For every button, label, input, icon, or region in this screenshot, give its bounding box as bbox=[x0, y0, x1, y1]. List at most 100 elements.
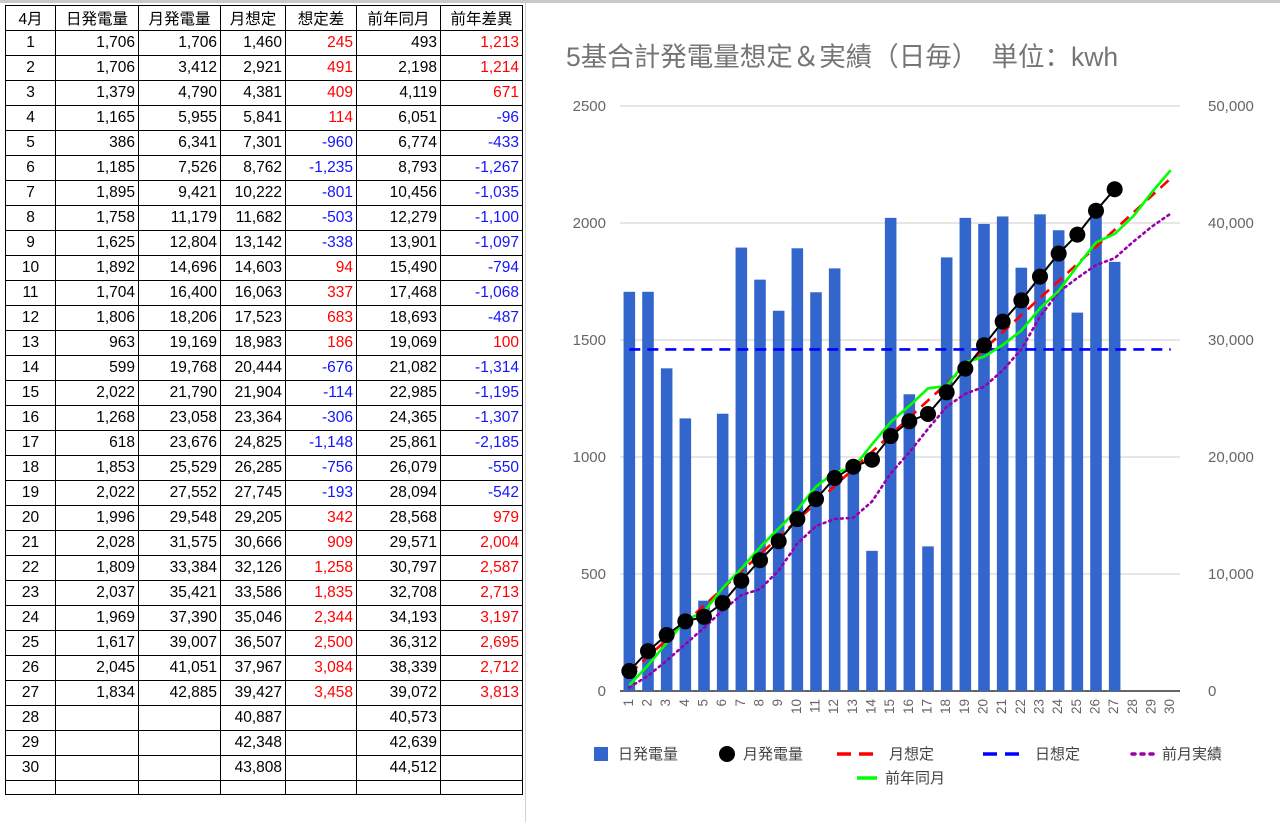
table-cell: 7,526 bbox=[138, 155, 221, 181]
table-cell: 342 bbox=[285, 505, 357, 531]
table-row bbox=[5, 780, 523, 795]
table-row: 1 1,706 1,706 1,460 245 493 1,213 bbox=[5, 30, 523, 56]
x-tick-label: 1 bbox=[621, 699, 636, 707]
table-cell: 3,813 bbox=[440, 680, 523, 706]
chart-title: 5基合計発電量想定＆実績（日毎） 単位：kwh bbox=[566, 42, 1118, 72]
table-cell: -676 bbox=[285, 355, 357, 381]
table-cell: 6,774 bbox=[356, 130, 441, 156]
bar bbox=[866, 550, 878, 691]
table-cell: 1,706 bbox=[138, 30, 221, 56]
table-cell: 2,344 bbox=[285, 605, 357, 631]
point bbox=[1013, 292, 1030, 309]
table-cell: 42,639 bbox=[356, 730, 441, 756]
table-cell: 28 bbox=[5, 705, 56, 731]
table-cell: -503 bbox=[285, 205, 357, 231]
table-cell: 5,955 bbox=[138, 105, 221, 131]
table-cell: 963 bbox=[55, 330, 139, 356]
point bbox=[1088, 202, 1104, 219]
table-cell: 29,571 bbox=[356, 530, 441, 556]
table-cell: 1,853 bbox=[55, 455, 139, 481]
table-cell: 21,904 bbox=[220, 380, 286, 406]
table-cell: 10,222 bbox=[220, 180, 286, 206]
table-row: 22 1,809 33,384 32,126 1,258 30,797 2,587 bbox=[5, 555, 523, 581]
left-tick-label: 1500 bbox=[573, 332, 606, 349]
table-cell: 37,390 bbox=[138, 605, 221, 631]
table-cell: 25 bbox=[5, 630, 56, 656]
x-tick-label: 8 bbox=[752, 699, 767, 707]
table-row: 2 1,706 3,412 2,921 491 2,198 1,214 bbox=[5, 55, 523, 81]
table-cell: -96 bbox=[440, 105, 523, 131]
point bbox=[938, 384, 955, 401]
table-cell: 1,460 bbox=[220, 30, 286, 56]
table-cell: 11 bbox=[5, 280, 56, 306]
header-cell: 想定差 bbox=[285, 5, 357, 31]
x-tick-label: 29 bbox=[1144, 699, 1159, 714]
table-cell: 39,072 bbox=[356, 680, 441, 706]
table-cell: 19 bbox=[5, 480, 56, 506]
table-cell bbox=[55, 730, 139, 756]
header-cell: 4月 bbox=[5, 5, 56, 31]
table-cell: -1,097 bbox=[440, 230, 523, 256]
x-tick-label: 19 bbox=[957, 699, 972, 714]
point bbox=[957, 360, 974, 377]
bar bbox=[1090, 212, 1102, 691]
table-row: 6 1,185 7,526 8,762 -1,235 8,793 -1,267 bbox=[5, 155, 523, 181]
table-cell: 6 bbox=[5, 155, 56, 181]
table-cell: 19,768 bbox=[138, 355, 221, 381]
table-cell: -1,100 bbox=[440, 205, 523, 231]
table-cell: 4,119 bbox=[356, 80, 441, 106]
bar bbox=[959, 217, 972, 692]
table-cell: 909 bbox=[285, 530, 357, 556]
x-tick-label: 25 bbox=[1069, 699, 1084, 714]
table-cell: 31,575 bbox=[138, 530, 221, 556]
chart: 5基合計発電量想定＆実績（日毎） 単位：kwh 0500100015002000… bbox=[566, 42, 1254, 787]
top-border bbox=[0, 0, 1280, 3]
table-cell: -756 bbox=[285, 455, 357, 481]
table-cell: 2,695 bbox=[440, 630, 523, 656]
table-row: 4 1,165 5,955 5,841 114 6,051 -96 bbox=[5, 105, 523, 131]
point bbox=[658, 626, 675, 643]
table-row: 28 40,887 40,573 bbox=[5, 705, 523, 731]
table-cell: -433 bbox=[440, 130, 523, 156]
table-cell: 29,548 bbox=[138, 505, 221, 531]
table-cell: 30 bbox=[5, 755, 56, 781]
bar bbox=[1108, 261, 1121, 691]
table-row: 27 1,834 42,885 39,427 3,458 39,072 3,813 bbox=[5, 680, 523, 706]
x-tick-label: 23 bbox=[1032, 699, 1047, 714]
point bbox=[789, 511, 806, 528]
table-cell: 245 bbox=[285, 30, 357, 56]
point bbox=[864, 451, 880, 468]
table-cell: 12,804 bbox=[138, 230, 221, 256]
table-cell: 8 bbox=[5, 205, 56, 231]
x-tick-label: 27 bbox=[1106, 699, 1121, 714]
table-cell: 6,051 bbox=[356, 105, 441, 131]
right-axis: 0 10,000 20,000 30,000 40,000 50,000 bbox=[1208, 98, 1254, 700]
bar bbox=[772, 310, 785, 691]
table-cell: 337 bbox=[285, 280, 357, 306]
dotted-line bbox=[628, 212, 1172, 689]
table-cell: 24 bbox=[5, 605, 56, 631]
table-cell bbox=[440, 755, 523, 781]
left-tick-label: 500 bbox=[581, 566, 606, 583]
table-cell: 30,666 bbox=[220, 530, 286, 556]
bar bbox=[679, 418, 692, 691]
right-tick-label: 40,000 bbox=[1208, 215, 1254, 232]
table-cell: -1,235 bbox=[285, 155, 357, 181]
table-cell: 186 bbox=[285, 330, 357, 356]
header-row: 4月 日発電量 月発電量 月想定 想定差 前年同月 前年差異 bbox=[5, 5, 523, 31]
table-cell: -338 bbox=[285, 230, 357, 256]
bar bbox=[1034, 214, 1046, 692]
table-cell bbox=[5, 780, 56, 795]
table-row: 19 2,022 27,552 27,745 -193 28,094 -542 bbox=[5, 480, 523, 506]
table-cell: 17,468 bbox=[356, 280, 441, 306]
table-cell: 19,069 bbox=[356, 330, 441, 356]
right-tick-label: 30,000 bbox=[1208, 332, 1254, 349]
table-cell bbox=[285, 705, 357, 731]
table-cell: 36,312 bbox=[356, 630, 441, 656]
left-tick-label: 0 bbox=[598, 683, 606, 700]
point bbox=[826, 469, 843, 486]
x-tick-label: 7 bbox=[733, 699, 748, 707]
table-cell: 17,523 bbox=[220, 305, 286, 331]
table-cell: 18,693 bbox=[356, 305, 441, 331]
